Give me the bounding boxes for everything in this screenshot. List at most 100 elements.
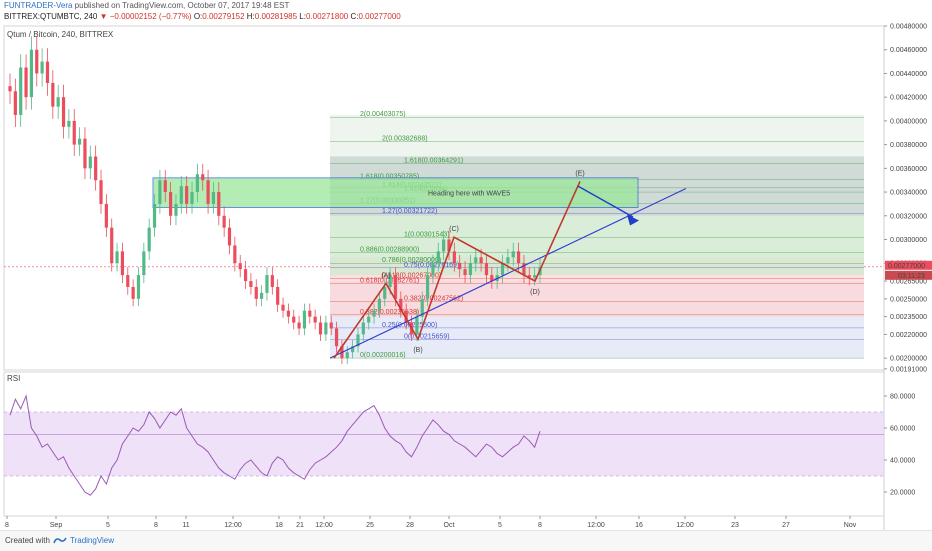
fib-level-label: 1.618(0.00364291) [404, 157, 463, 164]
candle-body [185, 186, 189, 204]
candle-body [190, 192, 194, 204]
time-axis-label: 8 [154, 522, 158, 529]
candle-body [533, 275, 537, 278]
price-axis-label: 0.00480000 [890, 24, 927, 31]
candle-body [490, 275, 494, 282]
fib-level-label: 0.382(0.00247562) [404, 296, 463, 303]
candle-body [420, 298, 424, 317]
price-axis-label: 0.00340000 [890, 190, 927, 197]
candle-body [436, 251, 440, 264]
resistance-zone [152, 177, 639, 208]
price-axis-label: 0.00420000 [890, 95, 927, 102]
candle-body [158, 180, 162, 204]
wave-path [333, 181, 581, 359]
candle-body [179, 186, 183, 204]
candle-body [334, 328, 339, 347]
candle-body [516, 251, 521, 264]
change-value: −0.00002152 (−0.77%) [109, 12, 192, 21]
price-axis-label: 0.00220000 [890, 332, 927, 339]
rsi-axis-label: 80.0000 [890, 394, 915, 401]
fib-level-label: 0.382(0.00236538) [360, 309, 419, 316]
high-label: H: [246, 12, 255, 21]
time-axis-label: 28 [406, 522, 414, 529]
publish-text: published on TradingView.com, October 07… [72, 1, 290, 10]
chart-canvas[interactable]: 0.00480000 0.00460000 0.00440000 0.00420000… [0, 0, 932, 530]
candle-body [67, 120, 71, 127]
rsi-axis-label: 20.0000 [890, 490, 915, 497]
created-with-label: Created with [5, 536, 50, 545]
fib-level-label: 0.886(0.00288900) [360, 247, 419, 254]
time-axis-label: 5 [498, 522, 502, 529]
candle-body [254, 286, 258, 299]
candle-body [522, 263, 526, 276]
price-axis-label: 0.00460000 [890, 47, 927, 54]
wave-label-c: (C) [449, 226, 459, 233]
candle-body [243, 269, 248, 282]
candle-body [72, 120, 76, 145]
open-value: 0.00279152 [202, 12, 245, 21]
tradingview-logo-icon [53, 537, 67, 544]
candle-body [201, 174, 205, 181]
candle-body [147, 227, 151, 252]
candle-body [318, 322, 323, 335]
annotation-arrow-head [627, 214, 639, 226]
rsi-band [4, 412, 884, 476]
candle-body [292, 316, 296, 323]
candle-body [45, 61, 50, 83]
candle-body [152, 203, 157, 228]
candle-body [174, 203, 178, 216]
candle-body [302, 310, 307, 329]
price-axis-label: 0.00360000 [890, 166, 927, 173]
publish-info: FUNTRADER-Vera published on TradingView.… [4, 1, 289, 10]
candle-body [77, 138, 82, 145]
time-axis-label: 12:00 [224, 522, 242, 529]
tradingview-brand[interactable]: TradingView [70, 536, 115, 545]
wave-label-b: (B) [413, 347, 422, 354]
time-axis-label: 25 [366, 522, 374, 529]
open-label: O: [193, 12, 203, 21]
pane-title: Qtum / Bitcoin, 240, BITTREX [7, 30, 114, 39]
author-link[interactable]: FUNTRADER-Vera [4, 1, 73, 10]
candle-body [142, 251, 146, 276]
time-axis-label: 27 [782, 522, 790, 529]
time-axis-label: Oct [444, 522, 455, 529]
time-axis-label: 23 [731, 522, 739, 529]
price-axis-label: 0.00380000 [890, 142, 927, 149]
candle-body [126, 275, 130, 287]
candle-body [308, 310, 312, 317]
candle-body [40, 61, 44, 74]
time-axis-label: 12:00 [315, 522, 333, 529]
candle-body [104, 203, 108, 228]
candle-body [19, 67, 23, 115]
countdown-tag [885, 270, 932, 280]
symbol-line: BITTREX:QTUMBTC, 240 ▼ −0.00002152 (−0.7… [4, 12, 401, 21]
symbol-label: BITTREX:QTUMBTC, 240 [4, 12, 98, 21]
fib-level-label: 0(0.00215659) [404, 334, 450, 341]
candle-body [425, 275, 430, 299]
candle-body [276, 286, 280, 305]
fib-level-label: 1.618(0.00350785) [360, 173, 419, 180]
candle-body [61, 97, 66, 127]
time-axis-label: 11 [182, 522, 189, 529]
chart-header: FUNTRADER-Vera published on TradingView.… [0, 0, 932, 26]
candle-body [442, 239, 446, 252]
candle-body [399, 298, 403, 311]
time-axis-label: 8 [5, 522, 9, 529]
candle-body [500, 263, 505, 276]
candle-body [361, 322, 365, 335]
time-axis-label: 12:00 [676, 522, 694, 529]
candle-body [356, 334, 360, 347]
candle-body [35, 49, 39, 74]
candle-body [222, 215, 226, 228]
candle-body [249, 281, 253, 287]
candle-body [83, 138, 87, 169]
candle-body [431, 263, 435, 276]
fib-level-label: 1(0.00301543) [404, 232, 450, 239]
wave-label-a: (A) [381, 272, 390, 279]
candle-body [195, 174, 199, 193]
price-axis-label: 0.00400000 [890, 118, 927, 125]
candle-body [260, 292, 264, 299]
candle-body [367, 316, 371, 323]
candle-body [24, 67, 28, 98]
fib-level-label: 0(0.00200016) [360, 352, 406, 359]
